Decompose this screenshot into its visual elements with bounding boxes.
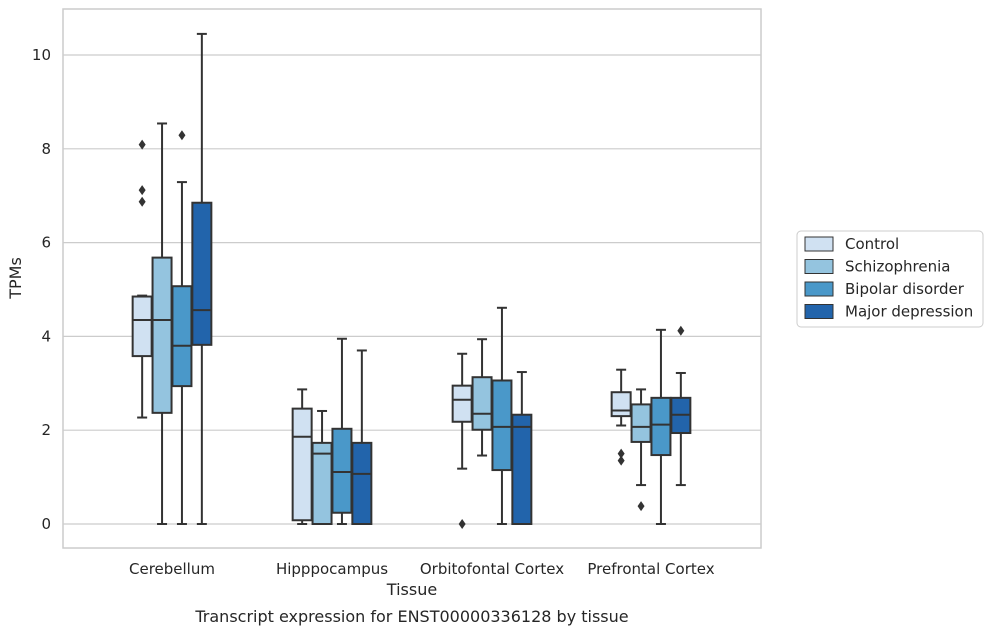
box-series	[131, 32, 692, 529]
legend: Control Schizophrenia Bipolar disorder Majo…	[796, 230, 984, 328]
outlier-point	[138, 139, 146, 150]
box-iqr	[610, 391, 632, 418]
outlier-point	[138, 196, 146, 207]
outlier-point	[617, 455, 625, 466]
chart-caption: Transcript expression for ENST0000033612…	[194, 607, 628, 626]
legend-label: Bipolar disorder	[845, 280, 965, 298]
box-iqr	[451, 384, 473, 423]
box-iqr	[491, 379, 513, 472]
box	[630, 388, 652, 512]
y-tick-label: 0	[41, 515, 51, 533]
series-control	[131, 139, 632, 529]
y-tick-label: 6	[41, 234, 51, 252]
box	[131, 139, 153, 419]
box	[291, 388, 313, 525]
outlier-point	[617, 448, 625, 459]
box	[650, 328, 672, 525]
box	[670, 325, 692, 487]
outlier-point	[677, 325, 685, 336]
box-iqr	[331, 427, 353, 514]
box-iqr	[311, 441, 333, 526]
x-tick-label: Hipppocampus	[276, 560, 388, 578]
x-axis-label: Tissue	[386, 580, 437, 599]
legend-swatch	[804, 304, 834, 319]
legend-swatch	[804, 259, 834, 274]
series-bipolar-disorder	[171, 130, 672, 525]
box-iqr	[191, 201, 213, 346]
series-schizophrenia	[151, 122, 652, 526]
box-iqr	[351, 441, 373, 526]
plot-area	[63, 9, 761, 548]
box-iqr	[511, 413, 533, 525]
x-tick-labels: Cerebellum Hipppocampus Orbitofontal Corte…	[129, 560, 715, 578]
y-axis-label: TPMs	[6, 257, 25, 300]
legend-label: Schizophrenia	[845, 258, 950, 276]
box	[451, 352, 473, 529]
outlier-point	[637, 501, 645, 512]
legend-frame	[796, 230, 984, 328]
box	[491, 306, 513, 525]
box	[351, 349, 373, 526]
legend-label: Control	[845, 235, 899, 253]
y-tick-label: 2	[41, 421, 51, 439]
x-tick-label: Prefrontal Cortex	[587, 560, 714, 578]
series-major-depression	[191, 32, 692, 526]
y-tick-label: 8	[41, 140, 51, 158]
box	[511, 371, 533, 525]
box-iqr	[471, 376, 493, 431]
x-tick-label: Orbitofontal Cortex	[420, 560, 564, 578]
box-iqr	[630, 403, 652, 443]
box	[331, 337, 353, 525]
box-iqr	[650, 396, 672, 457]
outlier-point	[178, 130, 186, 141]
outlier-point	[138, 185, 146, 196]
box-iqr	[151, 256, 173, 414]
y-tick-label: 4	[41, 327, 51, 345]
x-tick-label: Cerebellum	[129, 560, 215, 578]
outlier-point	[458, 519, 466, 529]
box-iqr	[291, 407, 313, 522]
box-iqr	[171, 285, 193, 388]
legend-label: Major depression	[845, 303, 973, 321]
plot-frame	[62, 8, 762, 549]
y-tick-label: 10	[32, 46, 51, 64]
y-tick-labels: 0 2 4 6 8 10	[32, 46, 51, 533]
legend-swatch	[804, 236, 834, 252]
legend-swatch	[804, 281, 834, 297]
box-iqr	[131, 295, 153, 358]
box	[191, 32, 213, 525]
